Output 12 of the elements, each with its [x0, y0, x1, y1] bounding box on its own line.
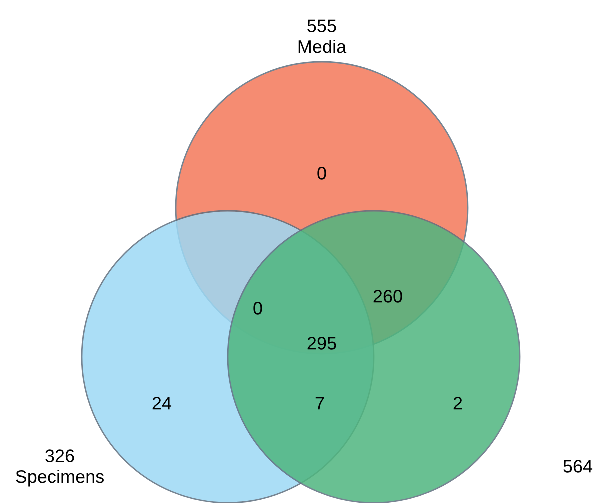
text: 0	[318, 167, 326, 180]
data-label: 555	[308, 20, 336, 32]
text: 260	[374, 290, 402, 303]
text: 24	[152, 397, 172, 410]
text: 7	[316, 397, 324, 410]
text: 295	[308, 337, 336, 350]
category-label: Specimens	[16, 470, 104, 487]
data-label: 326	[46, 450, 74, 462]
text: 0	[254, 302, 262, 315]
text: 2	[454, 397, 462, 410]
data-label: 564	[564, 460, 593, 473]
category-label: Media	[298, 40, 347, 54]
